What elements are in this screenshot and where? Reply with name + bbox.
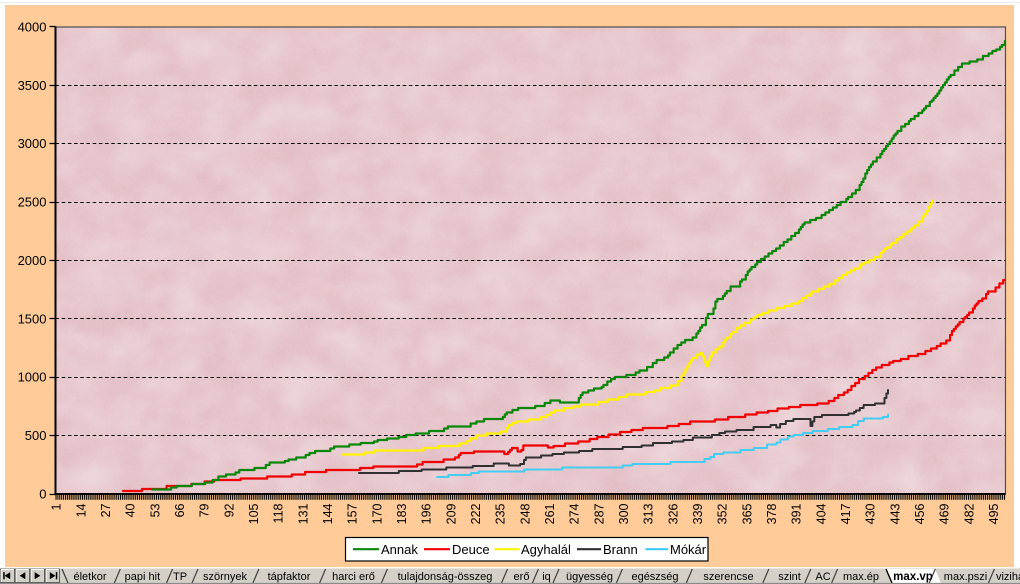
svg-text:105: 105 xyxy=(247,503,261,524)
svg-text:27: 27 xyxy=(99,503,113,517)
svg-text:3000: 3000 xyxy=(18,136,47,151)
svg-text:szint: szint xyxy=(778,571,801,583)
svg-text:1: 1 xyxy=(50,503,64,510)
svg-text:443: 443 xyxy=(888,503,902,524)
svg-text:66: 66 xyxy=(173,503,187,517)
svg-text:131: 131 xyxy=(296,503,310,524)
svg-text:339: 339 xyxy=(691,503,705,524)
svg-text:4000: 4000 xyxy=(18,19,47,34)
svg-text:14: 14 xyxy=(74,503,88,517)
svg-text:183: 183 xyxy=(395,503,409,524)
svg-text:378: 378 xyxy=(765,503,779,524)
svg-text:életkor: életkor xyxy=(73,571,106,583)
svg-text:300: 300 xyxy=(617,503,631,524)
svg-text:500: 500 xyxy=(25,428,47,443)
svg-text:Brann: Brann xyxy=(603,542,638,557)
svg-text:495: 495 xyxy=(987,503,1001,524)
svg-text:222: 222 xyxy=(469,503,483,524)
svg-text:482: 482 xyxy=(962,503,976,524)
svg-text:352: 352 xyxy=(716,503,730,524)
svg-text:max.pszi: max.pszi xyxy=(944,571,987,583)
svg-text:391: 391 xyxy=(790,503,804,524)
svg-text:469: 469 xyxy=(938,503,952,524)
svg-text:Mókár: Mókár xyxy=(670,542,707,557)
svg-text:79: 79 xyxy=(198,503,212,517)
svg-text:ügyesség: ügyesség xyxy=(566,571,613,583)
svg-text:2500: 2500 xyxy=(18,195,47,210)
svg-text:313: 313 xyxy=(642,503,656,524)
svg-text:TP: TP xyxy=(173,571,187,583)
svg-text:1000: 1000 xyxy=(18,370,47,385)
svg-text:92: 92 xyxy=(222,503,236,517)
svg-text:40: 40 xyxy=(124,503,138,517)
svg-text:209: 209 xyxy=(444,503,458,524)
svg-text:tulajdonság-összeg: tulajdonság-összeg xyxy=(398,571,493,583)
svg-text:365: 365 xyxy=(740,503,754,524)
svg-text:170: 170 xyxy=(370,503,384,524)
svg-text:53: 53 xyxy=(148,503,162,517)
svg-text:szörnyek: szörnyek xyxy=(203,571,248,583)
svg-text:Deuce: Deuce xyxy=(452,542,490,557)
svg-text:harci erő: harci erő xyxy=(332,571,375,583)
svg-text:261: 261 xyxy=(543,503,557,524)
svg-text:456: 456 xyxy=(913,503,927,524)
svg-text:274: 274 xyxy=(568,503,582,524)
svg-text:egészség: egészség xyxy=(631,571,678,583)
svg-text:0: 0 xyxy=(39,486,46,501)
svg-text:287: 287 xyxy=(592,503,606,524)
svg-text:max.ép: max.ép xyxy=(843,571,879,583)
svg-text:szerencse: szerencse xyxy=(703,571,753,583)
svg-text:erő: erő xyxy=(514,571,530,583)
svg-text:417: 417 xyxy=(839,503,853,524)
svg-text:157: 157 xyxy=(346,503,360,524)
svg-text:AC: AC xyxy=(815,571,830,583)
svg-text:118: 118 xyxy=(272,503,286,523)
svg-text:viziha: viziha xyxy=(996,571,1020,583)
svg-text:iq: iq xyxy=(542,571,551,583)
svg-text:326: 326 xyxy=(666,503,680,524)
svg-text:248: 248 xyxy=(518,503,532,524)
svg-text:2000: 2000 xyxy=(18,253,47,268)
svg-text:Agyhalál: Agyhalál xyxy=(521,542,571,557)
svg-text:196: 196 xyxy=(420,503,434,524)
svg-text:max.vp: max.vp xyxy=(893,571,933,583)
svg-text:430: 430 xyxy=(864,503,878,524)
svg-text:3500: 3500 xyxy=(18,78,47,93)
svg-text:papi hit: papi hit xyxy=(125,571,160,583)
svg-text:tápfaktor: tápfaktor xyxy=(268,571,311,583)
svg-text:144: 144 xyxy=(321,503,335,524)
svg-text:235: 235 xyxy=(494,503,508,524)
svg-text:1500: 1500 xyxy=(18,311,47,326)
svg-text:404: 404 xyxy=(814,503,828,524)
svg-text:Annak: Annak xyxy=(381,542,418,557)
